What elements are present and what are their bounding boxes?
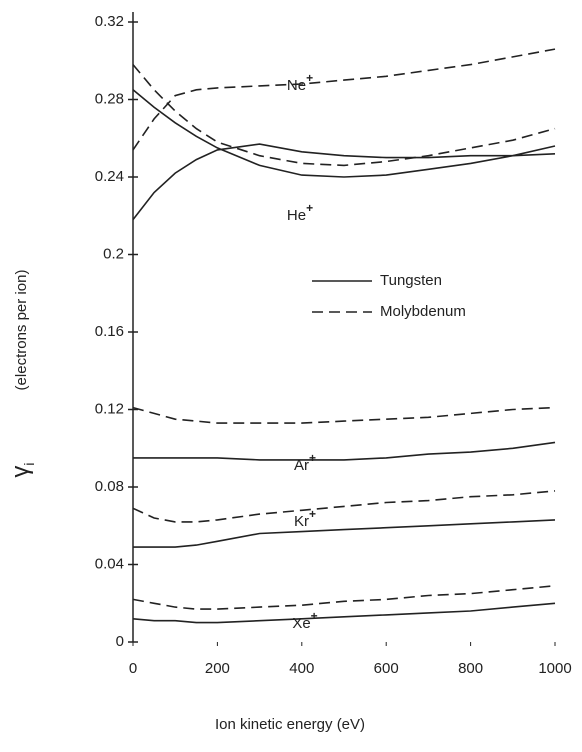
y-symbol-main: γ — [7, 466, 34, 478]
y-symbol: γi — [7, 462, 36, 477]
data-line — [133, 520, 555, 547]
annotation-text: Xe — [292, 615, 310, 632]
y-tick-label: 0.04 — [95, 555, 124, 572]
y-tick-label: 0.16 — [95, 323, 124, 340]
annotation-sup: + — [311, 609, 318, 623]
y-symbol-group: γi — [7, 462, 36, 477]
y-symbol-sub: i — [21, 462, 37, 465]
data-line — [133, 491, 555, 522]
annotation: Ne+ — [287, 71, 313, 94]
annotation: He+ — [287, 201, 313, 224]
chart: Ion kinetic energy (eV) (electrons per i… — [0, 0, 582, 752]
annotation: Xe+ — [292, 609, 317, 632]
annotation-sup: + — [309, 451, 316, 465]
data-line — [133, 90, 555, 177]
x-tick-label: 200 — [205, 660, 230, 677]
data-line — [133, 586, 555, 609]
annotation: Ar+ — [294, 451, 316, 474]
y-tick-label: 0.24 — [95, 168, 124, 185]
x-tick-label: 600 — [374, 660, 399, 677]
y-tick-label: 0.32 — [95, 13, 124, 30]
annotation-text: Ar — [294, 457, 309, 474]
data-line — [133, 408, 555, 424]
x-tick-label: 0 — [129, 660, 137, 677]
data-line — [133, 603, 555, 622]
y-tick-label: 0.12 — [95, 400, 124, 417]
annotation-text: He — [287, 207, 306, 224]
legend-label: Molybdenum — [380, 303, 466, 320]
annotation-sup: + — [306, 201, 313, 215]
y-axis-label-group: (electrons per ion) — [13, 270, 30, 391]
annotation-sup: + — [309, 507, 316, 521]
y-tick-label: 0.28 — [95, 90, 124, 107]
legend-label: Tungsten — [380, 272, 442, 289]
x-axis-label: Ion kinetic energy (eV) — [215, 716, 365, 733]
data-line — [133, 442, 555, 460]
annotation-text: Kr — [294, 513, 309, 530]
annotation-text: Ne — [287, 77, 306, 94]
x-tick-label: 800 — [458, 660, 483, 677]
annotation-sup: + — [306, 71, 313, 85]
x-tick-label: 400 — [289, 660, 314, 677]
data-line — [133, 144, 555, 220]
data-line — [133, 49, 555, 150]
y-tick-label: 0 — [116, 633, 124, 650]
y-axis-label: (electrons per ion) — [13, 270, 30, 391]
y-tick-label: 0.2 — [103, 245, 124, 262]
y-tick-label: 0.08 — [95, 478, 124, 495]
x-tick-label: 1000 — [538, 660, 571, 677]
